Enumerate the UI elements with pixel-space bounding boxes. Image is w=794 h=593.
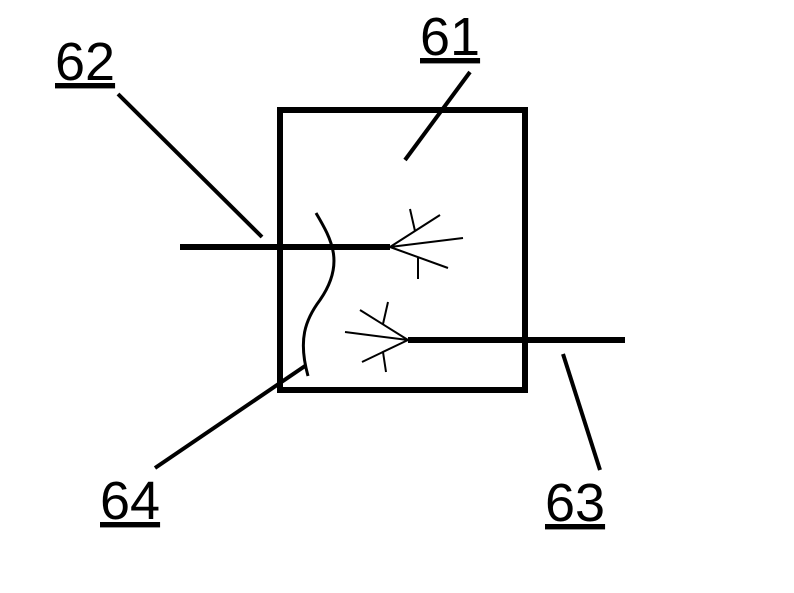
outlet-spray-line [383,302,388,324]
leader-line-63 [563,354,600,470]
leader-line-61 [405,72,470,160]
baffle-curve [303,213,334,376]
outlet-spray-line [383,352,386,372]
inlet-spray-line [410,209,415,231]
callout-label-63: 63 [545,473,605,533]
callout-label-61: 61 [420,7,480,67]
leader-line-62 [118,94,262,237]
callout-label-64: 64 [100,471,160,531]
leader-line-64 [155,366,305,468]
callout-label-62: 62 [55,32,115,92]
